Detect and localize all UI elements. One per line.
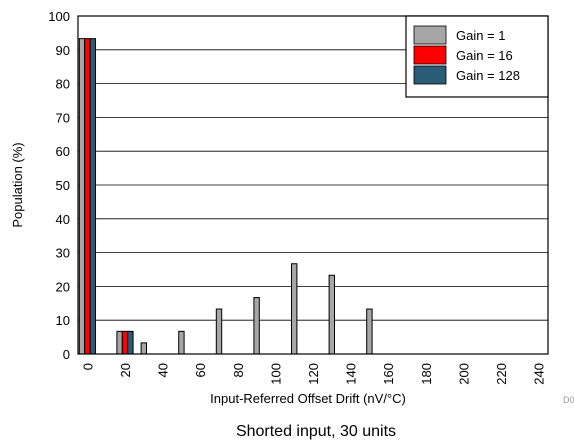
y-tick-label: 70: [56, 110, 70, 125]
y-tick-label: 50: [56, 178, 70, 193]
legend-swatch: [413, 65, 447, 85]
chart-caption: Shorted input, 30 units: [236, 423, 396, 440]
legend: Gain = 1 Gain = 16 Gain = 128: [405, 15, 549, 98]
x-tick-label: 220: [494, 363, 509, 385]
bar-series-0: [116, 330, 123, 355]
bars: [78, 38, 373, 355]
bar-series-0: [178, 330, 185, 355]
bar-series-0: [366, 308, 373, 355]
x-tick-label: 200: [456, 363, 471, 385]
bar-series-0: [253, 297, 260, 355]
bar-series-2: [127, 330, 134, 355]
legend-swatch: [413, 25, 447, 45]
x-tick-label: 160: [381, 363, 396, 385]
legend-label: Gain = 128: [456, 68, 520, 83]
bar-series-0: [291, 263, 298, 355]
bar-series-0: [78, 38, 86, 355]
grid-lines: [78, 49, 548, 321]
x-axis-label: Input-Referred Offset Drift (nV/°C): [210, 391, 406, 406]
y-tick-label: 90: [56, 43, 70, 58]
y-axis-label: Population (%): [10, 142, 25, 227]
bar-series-1: [121, 330, 129, 355]
x-tick-label: 140: [344, 363, 359, 385]
x-tick-label: 60: [193, 363, 208, 377]
y-tick-label: 80: [56, 77, 70, 92]
legend-swatch: [413, 45, 447, 65]
y-tick-label: 100: [48, 9, 70, 24]
legend-label: Gain = 1: [456, 28, 506, 43]
x-tick-label: 80: [231, 363, 246, 377]
x-tick-label: 20: [118, 363, 133, 377]
x-tick-labels: 0 20 40 60 80 100 120 140 160 180 200 220 240: [80, 363, 546, 385]
plot-frame: [77, 15, 549, 355]
x-tick-label: 180: [419, 363, 434, 385]
x-tick-label: 0: [80, 363, 95, 370]
y-tick-labels: 0 10 20 30 40 50 60 70 80 90 100: [48, 9, 70, 362]
bar-series-0: [140, 342, 148, 355]
y-tick-label: 10: [56, 313, 70, 328]
x-tick-label: 240: [532, 363, 547, 385]
bar-series-1: [84, 38, 91, 355]
y-tick-label: 20: [56, 279, 70, 294]
bar-series-0: [215, 308, 223, 355]
x-tick-label: 100: [268, 363, 283, 385]
x-tick-label: 40: [156, 363, 171, 377]
y-tick-label: 60: [56, 144, 70, 159]
y-tick-label: 30: [56, 246, 70, 261]
legend-label: Gain = 16: [456, 48, 513, 63]
y-tick-label: 0: [63, 347, 70, 362]
bar-series-0: [328, 274, 336, 355]
y-tick-label: 40: [56, 212, 70, 227]
bar-series-2: [89, 38, 96, 355]
x-tick-label: 120: [306, 363, 321, 385]
figure-code: D012: [563, 395, 574, 405]
